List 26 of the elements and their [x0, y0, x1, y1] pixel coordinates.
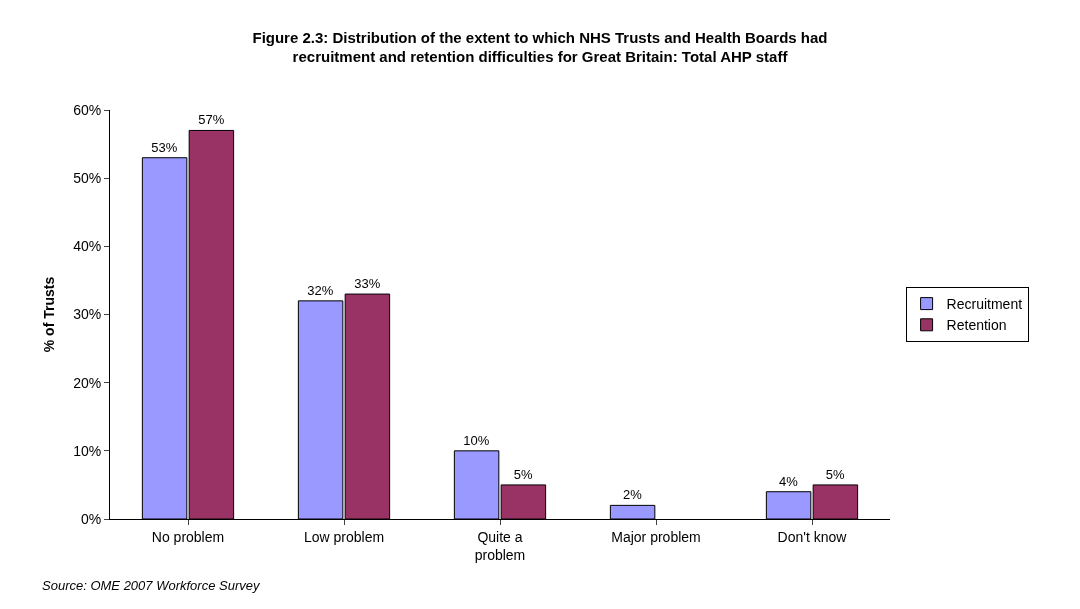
- y-tick-label: 40%: [73, 238, 102, 255]
- y-tick-label: 60%: [73, 101, 102, 118]
- y-axis-title: % of Trusts: [40, 276, 57, 353]
- source-note: Source: OME 2007 Workforce Survey: [42, 578, 261, 593]
- y-tick-label: 20%: [73, 374, 102, 391]
- data-label: 32%: [307, 282, 334, 298]
- data-label: 5%: [825, 466, 846, 482]
- y-tick-label: 10%: [73, 442, 102, 459]
- x-tick-label: Quite a problem: [474, 528, 526, 563]
- legend-label: Retention: [946, 317, 1007, 334]
- legend-label: Recruitment: [946, 296, 1023, 313]
- x-tick-label: Major problem: [611, 528, 701, 545]
- data-label: 53%: [151, 139, 178, 155]
- x-tick-label: No problem: [151, 528, 225, 545]
- chart-title: Figure 2.3: Distribution of the extent to which NHS Trusts and Health Boards had recruitment and retention difficulties for Great Britain: Total AHP staff: [252, 28, 828, 66]
- data-label: 33%: [354, 276, 381, 292]
- y-tick-label: 50%: [73, 170, 102, 187]
- data-label: 57%: [198, 112, 225, 128]
- y-tick-label: 0%: [80, 510, 102, 527]
- y-tick-label: 30%: [73, 306, 102, 323]
- data-label: 2%: [622, 487, 643, 503]
- data-label: 10%: [463, 432, 490, 448]
- data-label: 4%: [778, 473, 799, 489]
- x-tick-label: Low problem: [303, 528, 385, 545]
- x-tick-label: Don't know: [777, 528, 848, 545]
- data-label: 5%: [513, 466, 534, 482]
